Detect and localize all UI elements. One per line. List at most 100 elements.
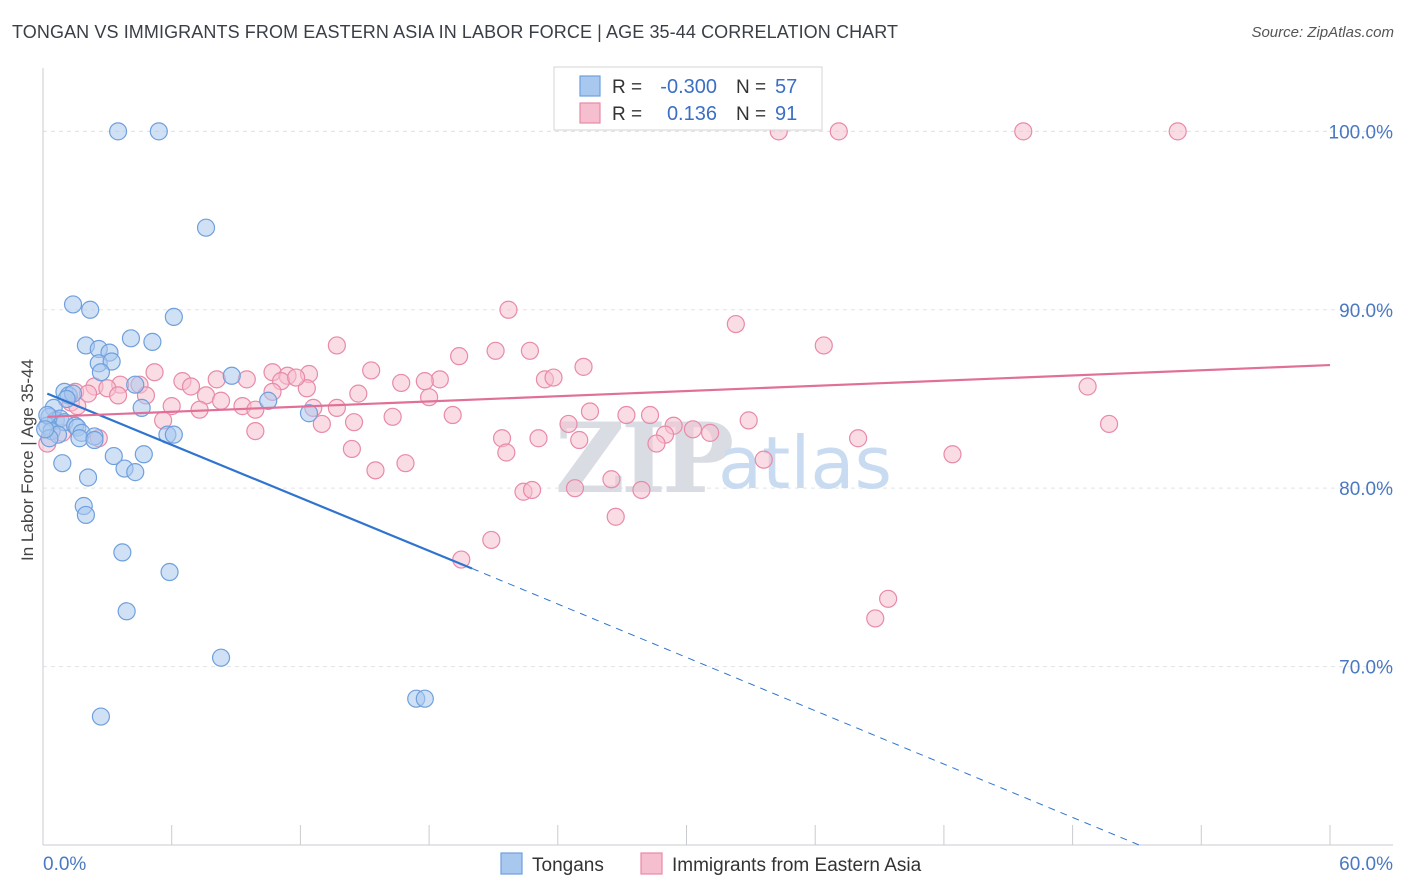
tongan-point-6 xyxy=(121,329,141,348)
legend-r-value-2: 0.136 xyxy=(667,103,717,125)
eastern-asia-point-18 xyxy=(237,370,256,389)
tongan-point-53 xyxy=(415,689,434,708)
eastern-asia-point-48 xyxy=(443,405,462,425)
eastern-asia-point-79 xyxy=(482,530,501,550)
tongan-point-41 xyxy=(134,445,153,464)
eastern-asia-point-90 xyxy=(287,368,306,387)
eastern-asia-trend-line xyxy=(47,363,1331,418)
data-points xyxy=(36,122,1187,726)
y-tick-label-90: 90.0% xyxy=(1339,301,1393,322)
bottom-legend-label-eastern-asia: Immigrants from Eastern Asia xyxy=(672,855,922,876)
tongan-point-36 xyxy=(164,425,183,444)
eastern-asia-point-49 xyxy=(383,407,402,426)
tongan-point-7 xyxy=(143,332,162,351)
eastern-asia-point-17 xyxy=(207,370,226,389)
eastern-asia-point-9 xyxy=(486,341,505,360)
eastern-asia-point-1 xyxy=(829,122,848,141)
eastern-asia-point-66 xyxy=(497,443,516,462)
eastern-asia-point-77 xyxy=(522,480,542,500)
eastern-asia-point-12 xyxy=(362,361,381,380)
eastern-asia-point-75 xyxy=(632,480,651,500)
eastern-asia-point-52 xyxy=(312,414,331,434)
eastern-asia-point-54 xyxy=(559,414,578,434)
eastern-asia-point-62 xyxy=(529,429,548,448)
x-tick-label-min: 0.0% xyxy=(43,854,86,875)
correlation-legend: R = -0.300 N = 57 R = 0.136 N = 91 xyxy=(553,66,823,131)
y-tick-label-70: 70.0% xyxy=(1339,658,1393,679)
tongan-point-3 xyxy=(63,295,83,314)
y-tick-labels: 70.0% 80.0% 90.0% 100.0% xyxy=(1329,122,1394,678)
eastern-asia-point-81 xyxy=(879,589,898,608)
eastern-asia-point-3 xyxy=(1168,122,1187,141)
tongan-point-54 xyxy=(91,707,111,726)
eastern-asia-point-73 xyxy=(602,470,621,489)
eastern-asia-point-33 xyxy=(108,386,128,405)
eastern-asia-point-11 xyxy=(574,357,593,376)
eastern-asia-point-41 xyxy=(162,397,181,416)
tongan-point-1 xyxy=(149,122,168,141)
axes xyxy=(42,68,1393,846)
legend-r-label-1: R = xyxy=(612,77,642,98)
eastern-asia-point-4 xyxy=(499,300,518,319)
bottom-legend-swatch-tongans xyxy=(500,852,523,875)
eastern-asia-point-56 xyxy=(683,420,703,439)
eastern-asia-point-89 xyxy=(349,384,368,403)
eastern-asia-point-45 xyxy=(580,402,600,421)
y-tick-label-100: 100.0% xyxy=(1329,122,1394,143)
eastern-asia-point-74 xyxy=(565,479,585,498)
bottom-legend-label-tongans: Tongans xyxy=(532,855,604,876)
tongan-point-49 xyxy=(160,562,179,582)
eastern-asia-point-47 xyxy=(640,405,660,425)
tongan-point-20 xyxy=(259,391,278,410)
legend-swatch-eastern-asia xyxy=(579,102,601,124)
tongan-point-14 xyxy=(222,366,241,385)
tongan-point-0 xyxy=(108,122,128,141)
tongan-point-38 xyxy=(70,429,89,448)
eastern-asia-point-68 xyxy=(1078,377,1097,396)
tongan-point-13 xyxy=(91,363,111,382)
eastern-asia-point-53 xyxy=(344,413,364,432)
eastern-asia-point-7 xyxy=(814,336,833,355)
chart-source: Source: ZipAtlas.com xyxy=(1251,24,1394,41)
eastern-asia-point-2 xyxy=(1014,122,1033,141)
eastern-asia-point-70 xyxy=(754,450,773,469)
tongan-point-50 xyxy=(117,602,136,621)
bottom-legend-swatch-eastern-asia xyxy=(640,852,663,875)
tongan-point-23 xyxy=(299,404,319,423)
eastern-asia-point-59 xyxy=(848,429,868,448)
eastern-asia-point-50 xyxy=(739,411,758,430)
eastern-asia-point-82 xyxy=(866,609,885,628)
eastern-asia-point-87 xyxy=(415,372,434,391)
eastern-asia-point-57 xyxy=(700,423,720,442)
eastern-asia-point-29 xyxy=(181,377,201,396)
eastern-asia-point-10 xyxy=(520,341,540,360)
eastern-asia-point-23 xyxy=(430,370,449,389)
tongan-trend-extension xyxy=(471,568,1144,848)
tongan-point-40 xyxy=(104,446,123,466)
tongan-point-47 xyxy=(76,505,96,525)
eastern-asia-point-60 xyxy=(246,421,265,441)
y-axis-label: In Labor Force | Age 35-44 xyxy=(18,359,37,561)
tongan-point-4 xyxy=(81,300,100,319)
eastern-asia-point-88 xyxy=(297,379,316,398)
eastern-asia-point-38 xyxy=(211,391,231,410)
eastern-asia-point-67 xyxy=(943,445,962,464)
trend-lines xyxy=(46,363,1331,848)
eastern-asia-point-8 xyxy=(450,347,469,366)
eastern-asia-point-72 xyxy=(366,461,385,480)
eastern-asia-point-46 xyxy=(617,405,636,425)
tongan-trend-line xyxy=(46,392,473,570)
eastern-asia-point-36 xyxy=(420,388,439,407)
x-tick-label-max: 60.0% xyxy=(1339,854,1393,875)
tongan-point-39 xyxy=(85,430,104,450)
eastern-asia-point-6 xyxy=(327,336,346,355)
eastern-asia-point-63 xyxy=(570,430,589,450)
tongan-point-5 xyxy=(164,307,183,327)
legend-n-label-1: N = xyxy=(736,77,766,98)
tongan-point-56 xyxy=(36,420,55,439)
legend-r-label-2: R = xyxy=(612,104,642,125)
legend-r-value-1: -0.300 xyxy=(660,76,717,98)
eastern-asia-point-25 xyxy=(544,368,563,387)
tongan-point-42 xyxy=(53,454,72,473)
